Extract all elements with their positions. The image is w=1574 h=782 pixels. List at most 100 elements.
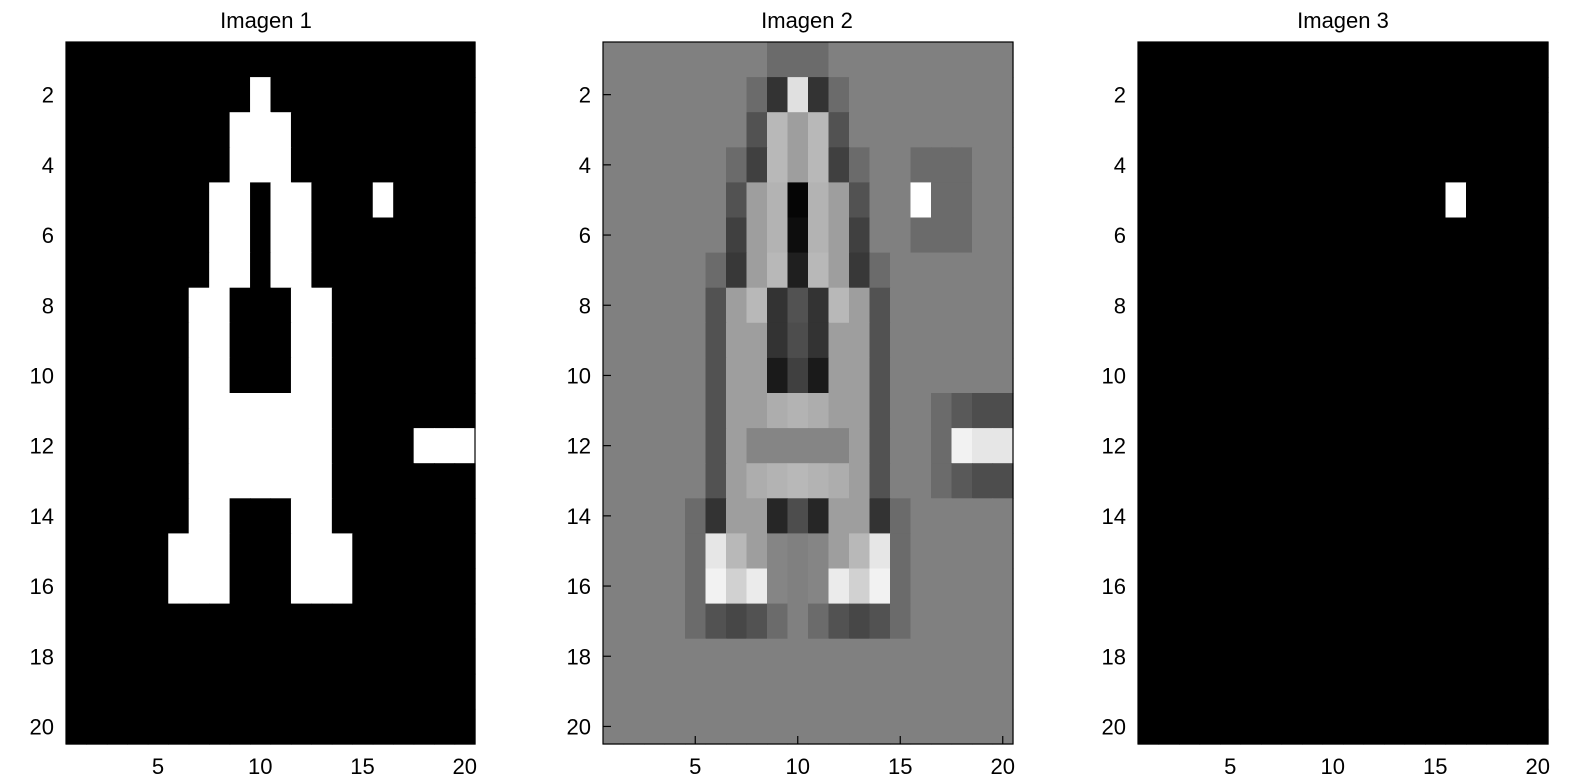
heatmap-cell bbox=[1302, 42, 1324, 78]
heatmap-cell bbox=[644, 357, 666, 394]
heatmap-cell bbox=[1363, 533, 1385, 570]
heatmap-cell bbox=[413, 182, 435, 219]
heatmap-cell bbox=[188, 463, 210, 499]
heatmap-cell bbox=[1138, 603, 1160, 640]
heatmap-cell bbox=[413, 673, 435, 710]
heatmap-cell bbox=[1527, 603, 1549, 640]
heatmap-cell bbox=[623, 42, 645, 78]
heatmap-cell bbox=[434, 568, 456, 605]
heatmap-cell bbox=[1343, 638, 1365, 675]
heatmap-cell bbox=[1466, 322, 1488, 359]
heatmap-cell bbox=[931, 498, 953, 534]
heatmap-cell bbox=[1384, 393, 1406, 429]
heatmap-cell bbox=[1404, 673, 1426, 710]
heatmap-cell bbox=[1343, 603, 1365, 640]
heatmap-cell bbox=[1384, 603, 1406, 640]
heatmap-cell bbox=[372, 182, 394, 219]
heatmap-cell bbox=[644, 393, 666, 429]
heatmap-cell bbox=[147, 357, 169, 394]
heatmap-cell bbox=[147, 147, 169, 183]
heatmap-cell bbox=[270, 393, 292, 429]
heatmap-cell bbox=[910, 568, 932, 605]
heatmap-cell bbox=[726, 112, 748, 148]
heatmap-cell bbox=[1466, 498, 1488, 534]
y-tick-label: 20 bbox=[1102, 714, 1126, 739]
heatmap-cell bbox=[1486, 112, 1508, 148]
heatmap-cell bbox=[664, 638, 686, 675]
heatmap-cell bbox=[147, 708, 169, 745]
heatmap-cell bbox=[1384, 498, 1406, 534]
y-tick-label: 2 bbox=[42, 83, 54, 108]
heatmap-cell bbox=[1240, 603, 1262, 640]
heatmap-cell bbox=[1199, 708, 1221, 745]
heatmap-cell bbox=[229, 498, 251, 534]
heatmap-cell bbox=[972, 42, 994, 78]
heatmap-cell bbox=[393, 77, 415, 113]
heatmap-cell bbox=[250, 568, 272, 605]
heatmap-cell bbox=[270, 568, 292, 605]
heatmap-cell bbox=[1466, 42, 1488, 78]
heatmap-cell bbox=[1220, 568, 1242, 605]
heatmap-cell bbox=[86, 217, 108, 254]
heatmap-cell bbox=[726, 147, 748, 183]
heatmap-cell bbox=[229, 673, 251, 710]
heatmap-cell bbox=[808, 322, 830, 359]
heatmap-cell bbox=[1138, 638, 1160, 675]
heatmap-cell bbox=[787, 393, 809, 429]
heatmap-cell bbox=[931, 77, 953, 113]
heatmap-cell bbox=[992, 428, 1014, 464]
heatmap-cell bbox=[1158, 217, 1180, 254]
heatmap-cell bbox=[86, 673, 108, 710]
heatmap-cell bbox=[931, 357, 953, 394]
heatmap-cell bbox=[1179, 357, 1201, 394]
heatmap-cell bbox=[828, 498, 850, 534]
heatmap-cell bbox=[1322, 498, 1344, 534]
heatmap-cell bbox=[705, 603, 727, 640]
heatmap-cell bbox=[1199, 533, 1221, 570]
heatmap-cell bbox=[1199, 322, 1221, 359]
heatmap-cell bbox=[209, 638, 231, 675]
heatmap-cell bbox=[147, 112, 169, 148]
heatmap-cell bbox=[1404, 217, 1426, 254]
heatmap-cell bbox=[726, 42, 748, 78]
heatmap-cell bbox=[808, 603, 830, 640]
heatmap-cell bbox=[808, 463, 830, 499]
heatmap-cell bbox=[1486, 498, 1508, 534]
heatmap-cell bbox=[1384, 252, 1406, 289]
heatmap-cell bbox=[372, 428, 394, 464]
heatmap-cell bbox=[705, 708, 727, 745]
heatmap-cell bbox=[1527, 287, 1549, 324]
heatmap-cell bbox=[849, 568, 871, 605]
heatmap-cell bbox=[1240, 428, 1262, 464]
heatmap-cell bbox=[1404, 42, 1426, 78]
heatmap-cell bbox=[1425, 533, 1447, 570]
heatmap-cell bbox=[331, 568, 353, 605]
heatmap-cell bbox=[623, 673, 645, 710]
heatmap-cell bbox=[127, 708, 149, 745]
heatmap-cell bbox=[270, 498, 292, 534]
heatmap-cell bbox=[603, 603, 625, 640]
heatmap-cell bbox=[1527, 147, 1549, 183]
heatmap-cell bbox=[250, 287, 272, 324]
heatmap-cell bbox=[127, 428, 149, 464]
heatmap-cell bbox=[1220, 357, 1242, 394]
heatmap-cell bbox=[931, 42, 953, 78]
heatmap-cell bbox=[270, 428, 292, 464]
heatmap-cell bbox=[1179, 638, 1201, 675]
heatmap-cell bbox=[393, 287, 415, 324]
heatmap-cell bbox=[603, 393, 625, 429]
heatmap-cell bbox=[910, 147, 932, 183]
heatmap-cell bbox=[849, 533, 871, 570]
heatmap-cell bbox=[1281, 708, 1303, 745]
heatmap-cell bbox=[66, 112, 88, 148]
heatmap-cell bbox=[767, 428, 789, 464]
heatmap-cell bbox=[1384, 568, 1406, 605]
heatmap-cell bbox=[828, 112, 850, 148]
heatmap-cell bbox=[352, 357, 374, 394]
heatmap-cell bbox=[1445, 287, 1467, 324]
y-tick-label: 14 bbox=[30, 504, 54, 529]
heatmap-cell bbox=[1425, 463, 1447, 499]
heatmap-cell bbox=[1302, 217, 1324, 254]
heatmap-cell bbox=[1138, 322, 1160, 359]
heatmap-cell bbox=[188, 393, 210, 429]
